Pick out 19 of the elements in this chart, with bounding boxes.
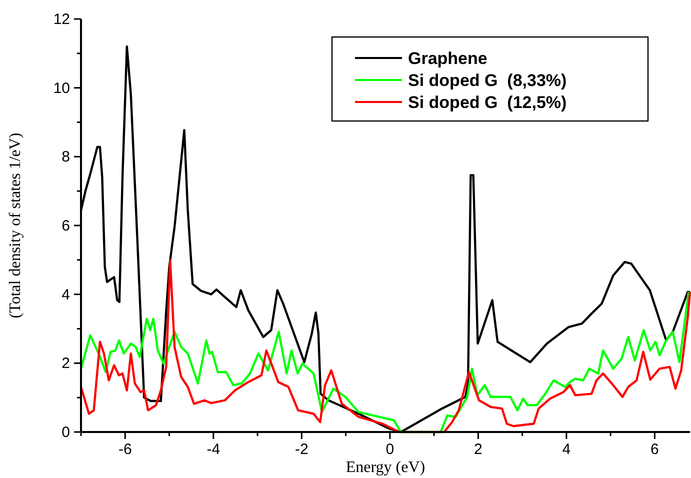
- x-tick-label: -2: [294, 441, 308, 458]
- legend-label: Si doped G (12,5%): [408, 93, 567, 112]
- x-tick-label: 0: [386, 441, 394, 458]
- legend-label: Si doped G (8,33%): [408, 71, 567, 90]
- x-tick-label: 2: [474, 441, 482, 458]
- x-axis-title: Energy (eV): [346, 459, 426, 476]
- y-tick-label: 4: [62, 286, 70, 304]
- y-tick-label: 0: [62, 424, 70, 441]
- y-tick-label: 2: [62, 355, 70, 372]
- x-tick-label: 6: [650, 441, 659, 458]
- legend-label: Graphene: [408, 49, 488, 68]
- y-tick-label: 8: [62, 148, 70, 166]
- x-tick-label: 4: [562, 441, 571, 458]
- y-tick-label: 6: [62, 218, 70, 234]
- y-tick-label: 12: [53, 11, 70, 28]
- x-tick-label: -6: [118, 441, 132, 458]
- y-axis-title: (Total density of states 1/eV): [7, 132, 24, 318]
- x-tick-label: -4: [206, 441, 220, 458]
- y-tick-label: 10: [53, 80, 70, 97]
